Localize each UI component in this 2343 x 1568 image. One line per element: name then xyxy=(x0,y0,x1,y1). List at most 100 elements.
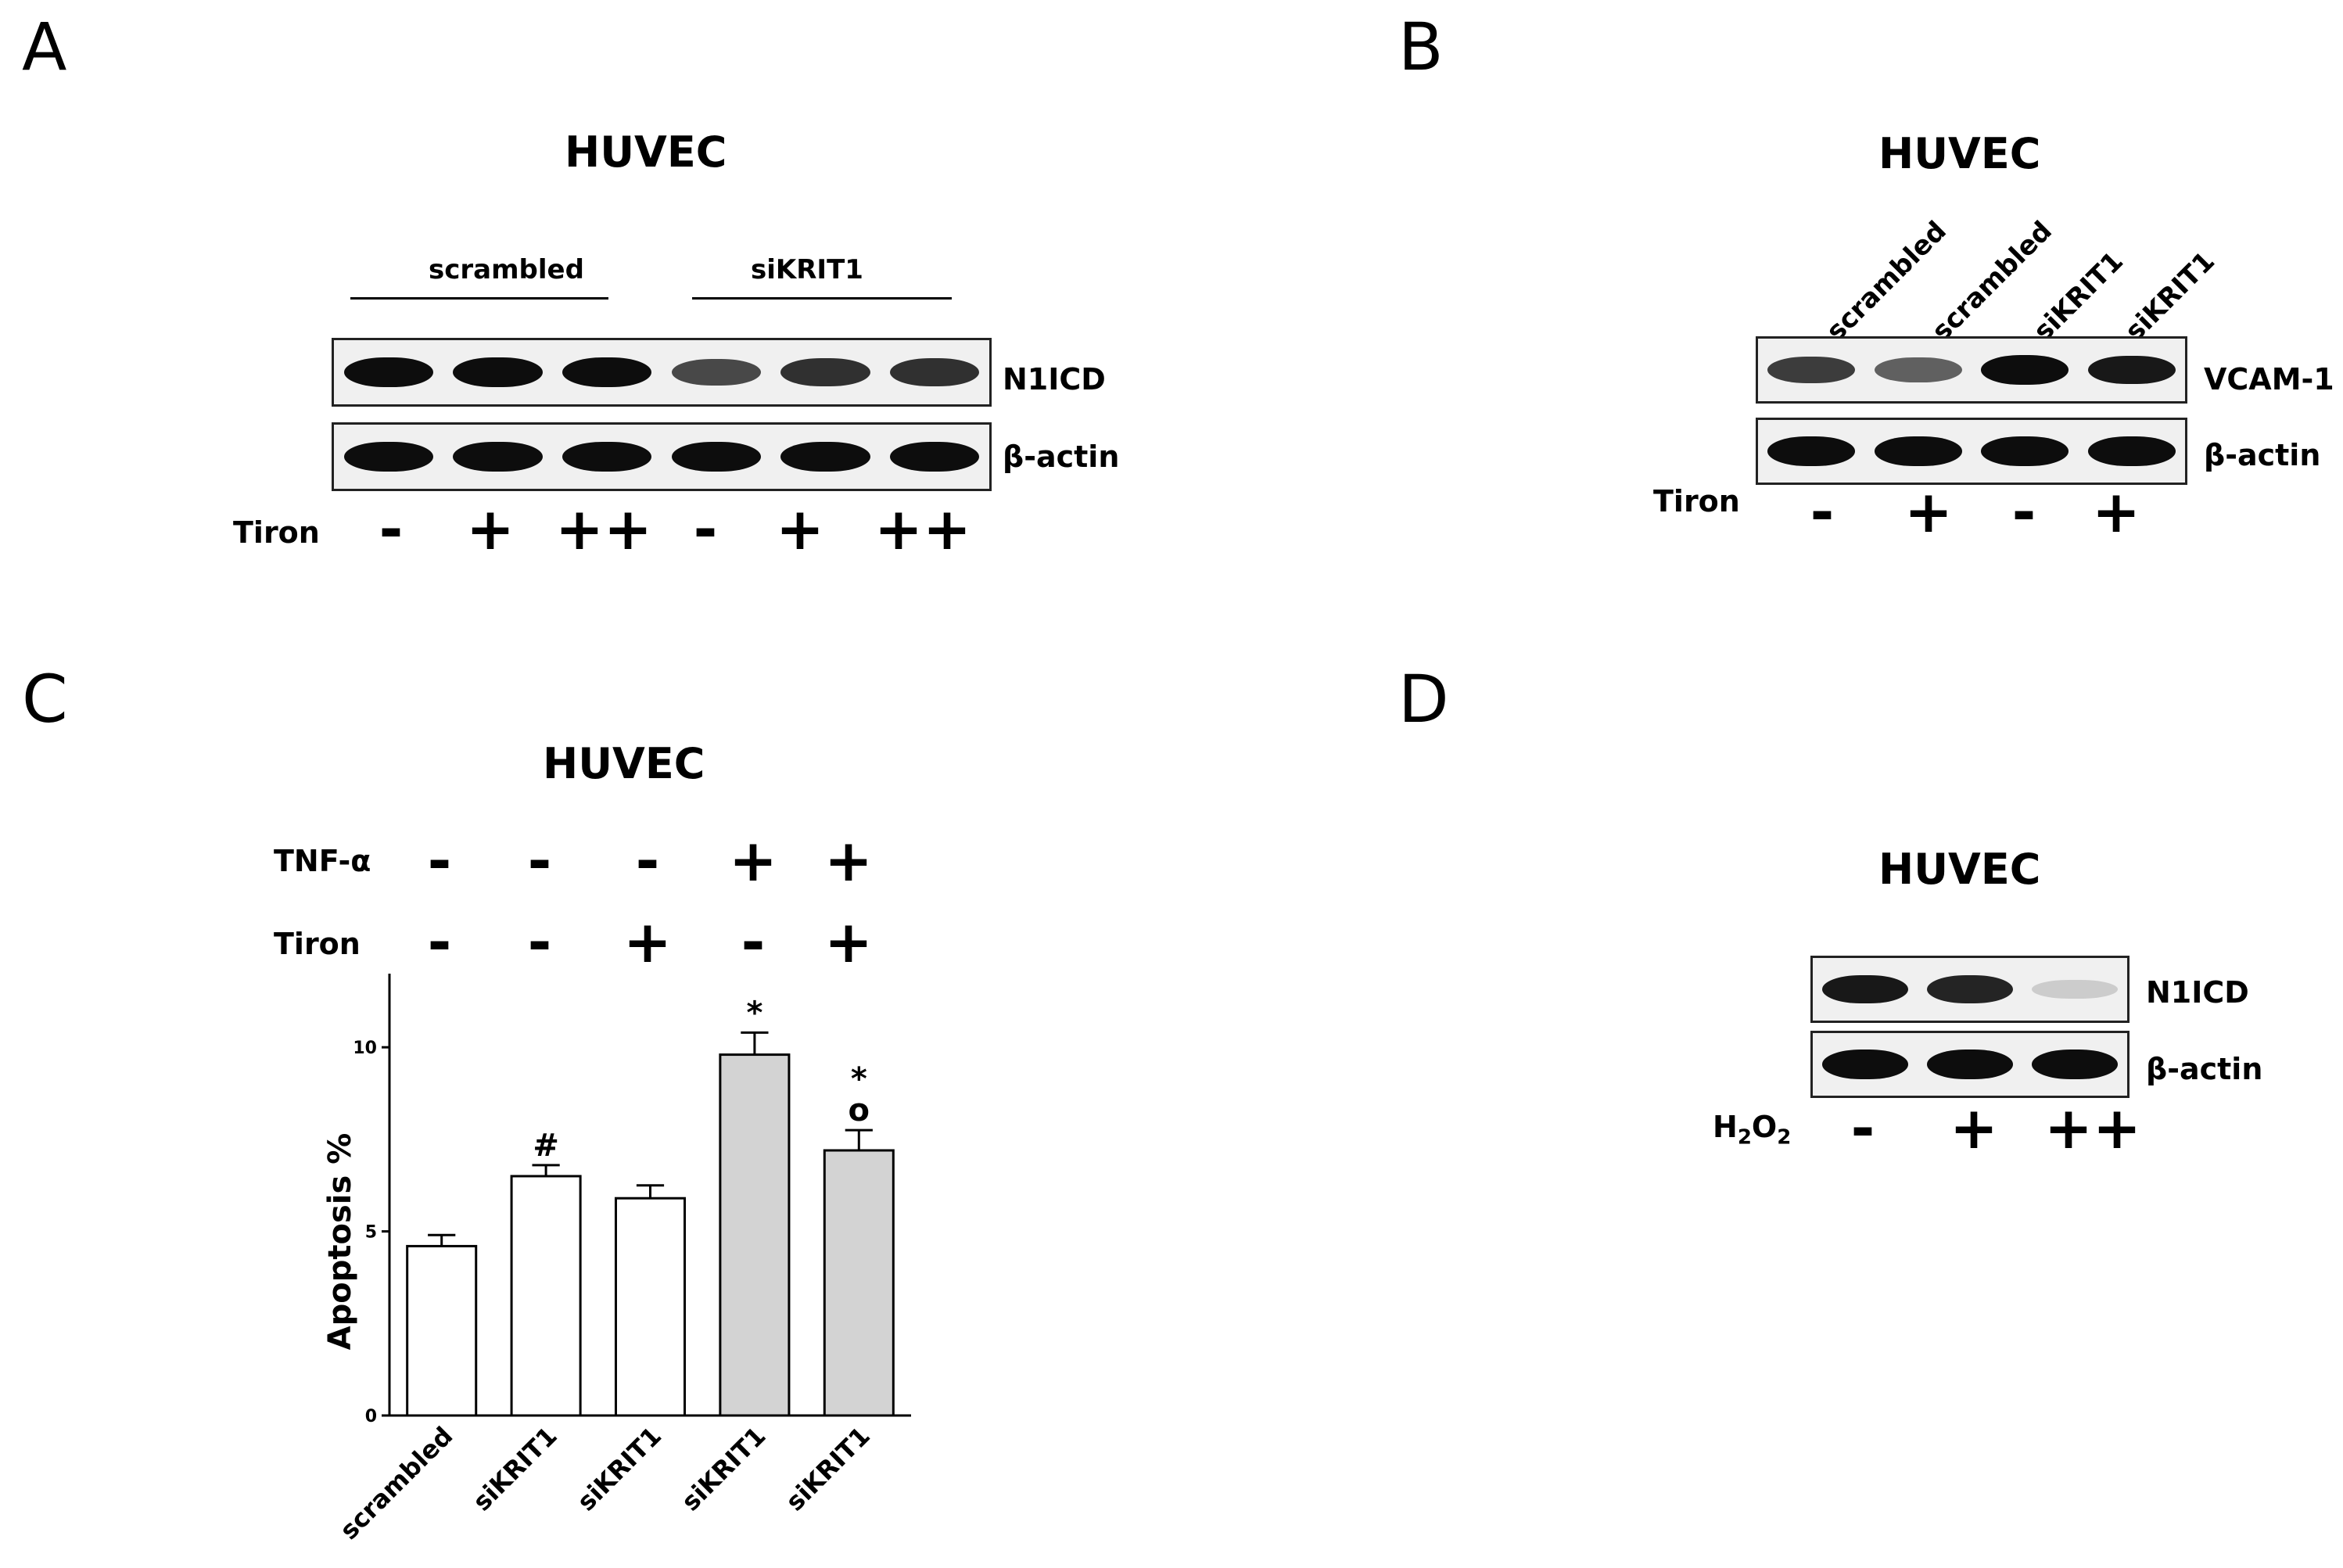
panel-d-n1icd-band xyxy=(2032,979,2118,999)
panel-b-sign: + xyxy=(1903,479,1953,546)
panel-a-blot-n1icd xyxy=(332,338,992,407)
panel-b-sign: - xyxy=(2011,479,2036,546)
panel-b-blot-actin xyxy=(1756,418,2187,485)
panel-b-vcam1-band xyxy=(1981,355,2069,385)
panel-a-n1icd-band xyxy=(562,357,652,388)
panel-a-actin-band xyxy=(889,441,980,472)
bar xyxy=(823,1149,895,1417)
panel-d-blot-actin xyxy=(1810,1031,2130,1098)
panel-a-treatment-label: Tiron xyxy=(233,515,320,550)
panel-a-actin-band xyxy=(453,441,543,472)
panel-b-actin-band xyxy=(2087,436,2176,466)
chart-bars xyxy=(406,1031,895,1417)
panel-d-n1icd-band xyxy=(1822,974,1908,1004)
panel-a-row-n1icd: N1ICD xyxy=(1003,362,1106,396)
panel-b-row-vcam1: VCAM-1 xyxy=(2204,362,2334,396)
significance-mark: o xyxy=(849,1093,870,1128)
panel-a-actin-band xyxy=(343,441,434,472)
significance-mark: * xyxy=(746,995,762,1031)
panel-d-sign: ++ xyxy=(2044,1095,2142,1162)
panel-b-row-actin: β-actin xyxy=(2204,438,2321,472)
panel-c-tiron-sign: - xyxy=(527,909,552,976)
panel-c-tnf-sign: - xyxy=(635,827,660,895)
y-tick-label: 0 xyxy=(365,1407,377,1426)
panel-d-actin-band xyxy=(1927,1050,2013,1079)
x-tick-label: siKRIT1 xyxy=(780,1421,876,1517)
panel-a-actin-band xyxy=(671,441,762,472)
panel-c-letter: C xyxy=(22,661,68,737)
panel-a-group-siKRIT1: siKRIT1 xyxy=(751,254,863,285)
panel-c-tiron-sign: - xyxy=(741,909,766,976)
panel-b-lane-label: siKRIT1 xyxy=(2027,246,2130,348)
panel-d-actin-band xyxy=(2032,1050,2118,1079)
bar xyxy=(510,1175,582,1417)
panel-b-actin-band xyxy=(1767,436,1856,466)
panel-a-actin-band xyxy=(780,441,870,472)
panel-a-row-actin: β-actin xyxy=(1003,440,1120,474)
bar xyxy=(719,1053,791,1417)
panel-c-tiron-sign: - xyxy=(427,909,452,976)
y-tick-label: 5 xyxy=(365,1223,377,1243)
chart-axes: 0 5 10 Apoptosis % xyxy=(322,974,911,1426)
panel-a-sign: ++ xyxy=(555,496,653,563)
x-tick-label: scrambled xyxy=(334,1421,458,1545)
panel-c-tiron-sign: + xyxy=(823,909,873,976)
panel-d-n1icd-band xyxy=(1927,975,2013,1003)
panel-b-actin-band xyxy=(1874,436,1962,466)
panel-c-tnf-sign: + xyxy=(728,827,777,895)
panel-b-lane-label: siKRIT1 xyxy=(2119,246,2221,348)
panel-b-actin-band xyxy=(1981,436,2069,466)
panel-c-tiron-label: Tiron xyxy=(274,927,361,961)
panel-b-vcam1-band xyxy=(1874,357,1962,382)
panel-d-sign: - xyxy=(1850,1095,1875,1162)
panel-a-sign: + xyxy=(465,496,515,563)
panel-c-title: HUVEC xyxy=(543,739,705,788)
panel-b-treatment-label: Tiron xyxy=(1653,484,1740,518)
panel-c-tnf-sign: - xyxy=(527,827,552,895)
panel-a-n1icd-band xyxy=(889,357,980,387)
panel-b-vcam1-band xyxy=(2087,355,2176,385)
panel-b-vcam1-band xyxy=(1767,356,1856,384)
panel-d-sign: + xyxy=(1949,1095,1998,1162)
panel-a-group-line-scrambled xyxy=(350,297,608,300)
panel-c-tiron-sign: + xyxy=(623,909,672,976)
panel-a-sign: ++ xyxy=(874,496,972,563)
significance-mark: * xyxy=(851,1061,867,1097)
panel-d-row-n1icd: N1ICD xyxy=(2146,975,2249,1010)
x-tick-label: siKRIT1 xyxy=(676,1421,772,1517)
panel-a-n1icd-band xyxy=(671,358,762,386)
panel-b-letter: B xyxy=(1398,9,1444,85)
panel-a-n1icd-band xyxy=(343,357,434,388)
x-tick-label: siKRIT1 xyxy=(572,1421,668,1517)
y-tick-label: 10 xyxy=(353,1039,377,1058)
x-tick-label: siKRIT1 xyxy=(467,1421,563,1517)
significance-mark: # xyxy=(533,1128,559,1164)
panel-a-group-line-siKRIT1 xyxy=(692,297,952,300)
panel-c-tnf-sign: + xyxy=(823,827,873,895)
panel-a-blot-actin xyxy=(332,422,992,491)
panel-d-row-actin: β-actin xyxy=(2146,1052,2263,1086)
bar xyxy=(406,1244,478,1417)
panel-c-tnf-label: TNF-α xyxy=(274,844,371,878)
panel-a-n1icd-band xyxy=(453,357,543,388)
panel-d-letter: D xyxy=(1398,661,1449,737)
panel-a-sign: - xyxy=(379,496,404,563)
panel-a-sign: + xyxy=(775,496,824,563)
panel-d-title: HUVEC xyxy=(1878,845,2041,894)
panel-b-sign: + xyxy=(2091,479,2140,546)
panel-d-blot-n1icd xyxy=(1810,956,2130,1023)
panel-a-group-scrambled: scrambled xyxy=(429,254,584,285)
panel-a-sign: - xyxy=(693,496,718,563)
panel-b-title: HUVEC xyxy=(1878,129,2041,178)
y-axis-title: Apoptosis % xyxy=(322,1133,358,1351)
panel-b-sign: - xyxy=(1810,479,1835,546)
panel-d-treatment-label: H2O2 xyxy=(1713,1110,1792,1150)
panel-a-n1icd-band xyxy=(780,357,870,387)
panel-c-tnf-sign: - xyxy=(427,827,452,895)
bar xyxy=(614,1197,687,1417)
panel-a-actin-band xyxy=(562,441,652,472)
panel-a-title: HUVEC xyxy=(565,127,727,177)
panel-a-letter: A xyxy=(22,9,67,85)
